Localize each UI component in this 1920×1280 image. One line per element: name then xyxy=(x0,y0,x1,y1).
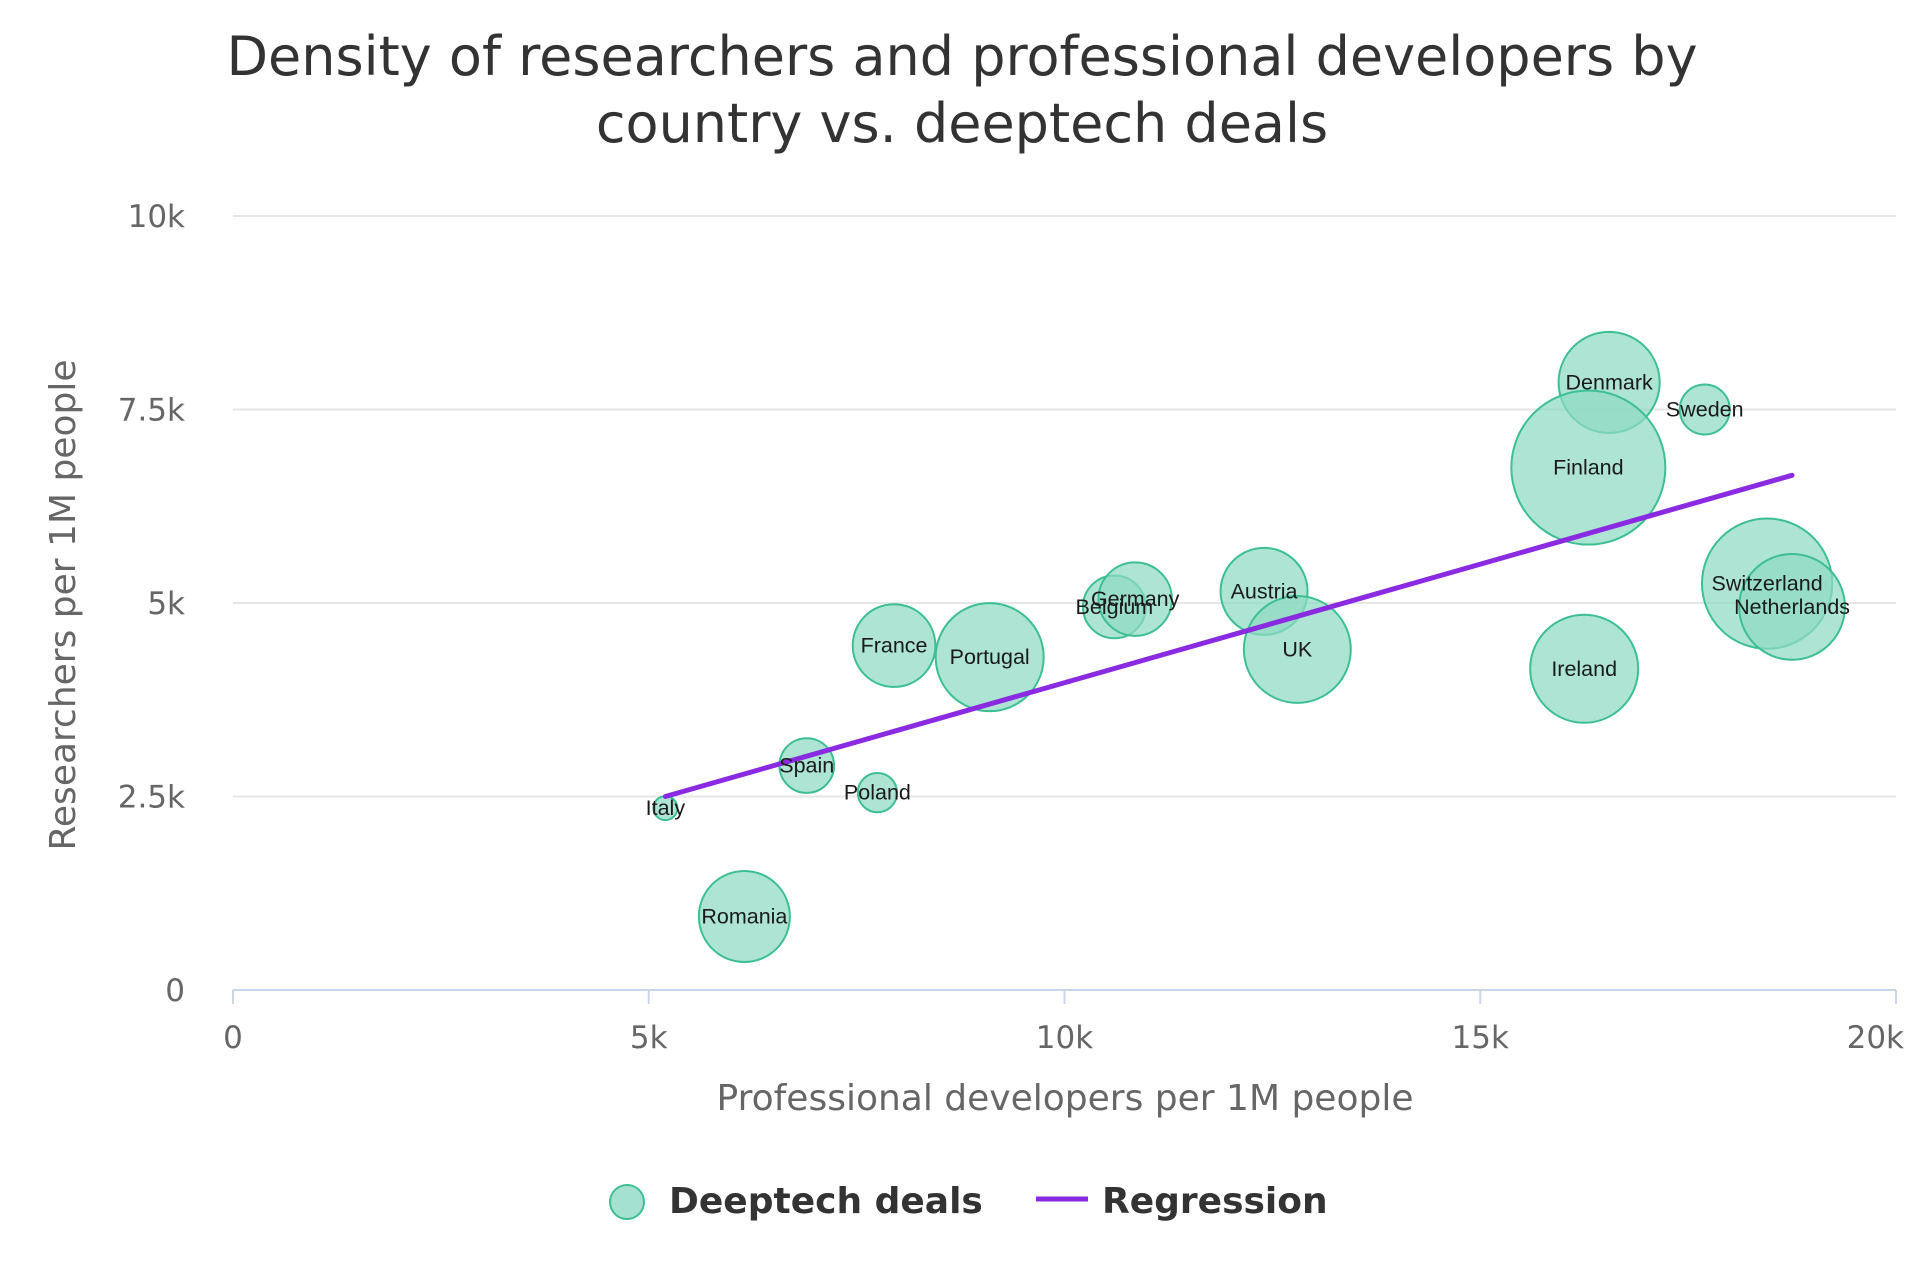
y-axis-title: Researchers per 1M people xyxy=(43,360,84,851)
bubble-label-italy: Italy xyxy=(646,796,686,820)
x-tick-label: 10k xyxy=(1036,1020,1093,1056)
legend[interactable]: Deeptech deals Regression xyxy=(609,1181,1328,1222)
y-tick-label: 10k xyxy=(128,199,185,235)
bubble-label-poland: Poland xyxy=(844,781,911,805)
bubble-label-ireland: Ireland xyxy=(1551,657,1617,681)
bubble-ireland[interactable] xyxy=(1529,613,1640,724)
bubble-portugal[interactable] xyxy=(934,602,1045,713)
bubble-label-finland: Finland xyxy=(1553,456,1624,480)
bubble-germany[interactable] xyxy=(1097,561,1173,637)
bubble-poland[interactable] xyxy=(856,772,899,814)
y-tick-label: 5k xyxy=(147,586,185,622)
legend-item-regression[interactable]: Regression xyxy=(1036,1181,1328,1222)
chart-title-line-2: country vs. deeptech deals xyxy=(596,92,1328,155)
bubble-label-switzerland: Switzerland xyxy=(1712,572,1823,596)
chart-title-line-1: Density of researchers and professional … xyxy=(226,25,1697,88)
bubble-label-netherlands: Netherlands xyxy=(1734,595,1850,619)
bubble-sweden[interactable] xyxy=(1678,383,1731,436)
bubble-netherlands[interactable] xyxy=(1738,552,1846,661)
bubble-label-germany: Germany xyxy=(1091,587,1180,611)
x-axis-title: Professional developers per 1M people xyxy=(717,1078,1414,1119)
y-tick-label: 2.5k xyxy=(118,780,185,816)
bubble-labels: Italy Spain Poland Romania France Portugal Bel… xyxy=(646,370,1850,928)
y-tick-label: 7.5k xyxy=(118,393,185,429)
bubble-label-spain: Spain xyxy=(779,754,834,778)
legend-label-regression: Regression xyxy=(1102,1181,1328,1222)
y-axis: 0 2.5k 5k 7.5k 10k xyxy=(118,199,185,1009)
legend-bubble-symbol xyxy=(609,1184,645,1220)
gridlines xyxy=(233,215,1896,798)
x-tick-label: 0 xyxy=(223,1020,243,1056)
bubble-series xyxy=(652,330,1846,963)
bubble-label-sweden: Sweden xyxy=(1666,398,1744,422)
bubble-label-uk: UK xyxy=(1282,637,1313,661)
regression-series xyxy=(662,472,1795,799)
bubble-france[interactable] xyxy=(851,603,937,688)
x-tick-label: 20k xyxy=(1847,1020,1904,1056)
bubble-label-austria: Austria xyxy=(1231,579,1298,603)
bubble-label-denmark: Denmark xyxy=(1566,370,1653,394)
x-tick-label: 15k xyxy=(1452,1020,1509,1056)
legend-label-deeptech-deals: Deeptech deals xyxy=(669,1181,983,1222)
bubble-romania[interactable] xyxy=(697,869,791,963)
x-tick-label: 5k xyxy=(630,1020,668,1056)
bubble-label-portugal: Portugal xyxy=(950,645,1030,669)
bubble-finland[interactable] xyxy=(1510,389,1667,546)
bubble-label-belgium: Belgium xyxy=(1076,595,1154,619)
bubble-label-france: France xyxy=(861,634,928,658)
chart-title: Density of researchers and professional … xyxy=(226,25,1697,155)
bubble-label-romania: Romania xyxy=(701,904,787,928)
legend-item-deeptech-deals[interactable]: Deeptech deals xyxy=(609,1181,983,1222)
x-axis: 0 5k 10k 15k 20k xyxy=(223,989,1904,1056)
regression-line[interactable] xyxy=(662,472,1795,799)
y-tick-label: 0 xyxy=(165,973,185,1009)
